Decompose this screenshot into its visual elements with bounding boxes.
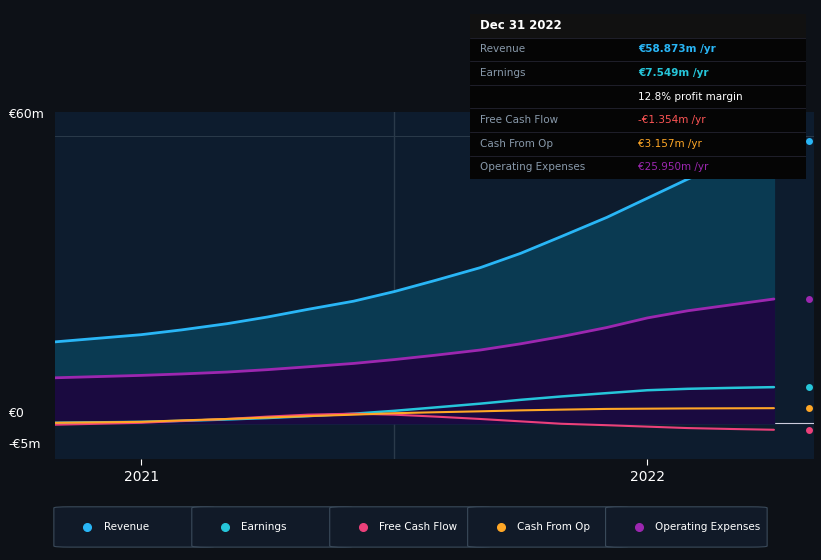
Text: Free Cash Flow: Free Cash Flow	[479, 115, 557, 125]
Bar	[470, 109, 806, 132]
Text: Operating Expenses: Operating Expenses	[655, 522, 760, 532]
Text: Cash From Op: Cash From Op	[517, 522, 590, 532]
Text: Operating Expenses: Operating Expenses	[479, 162, 585, 172]
Text: €25.950m /yr: €25.950m /yr	[638, 162, 709, 172]
FancyBboxPatch shape	[606, 507, 767, 547]
Bar	[470, 38, 806, 61]
Text: Cash From Op: Cash From Op	[479, 139, 553, 149]
Bar	[470, 61, 806, 85]
FancyBboxPatch shape	[192, 507, 353, 547]
Bar	[470, 132, 806, 156]
Text: Earnings: Earnings	[479, 68, 525, 78]
Text: €58.873m /yr: €58.873m /yr	[638, 44, 716, 54]
Text: €7.549m /yr: €7.549m /yr	[638, 68, 709, 78]
Text: €3.157m /yr: €3.157m /yr	[638, 139, 702, 149]
Bar	[470, 156, 806, 179]
Text: Revenue: Revenue	[479, 44, 525, 54]
FancyBboxPatch shape	[330, 507, 491, 547]
FancyBboxPatch shape	[468, 507, 629, 547]
Text: -€1.354m /yr: -€1.354m /yr	[638, 115, 705, 125]
FancyBboxPatch shape	[54, 507, 215, 547]
Text: Dec 31 2022: Dec 31 2022	[479, 19, 562, 32]
Text: €60m: €60m	[8, 108, 44, 122]
Bar	[470, 85, 806, 109]
Text: -€5m: -€5m	[8, 437, 41, 451]
Text: €0: €0	[8, 407, 24, 420]
Text: Free Cash Flow: Free Cash Flow	[379, 522, 457, 532]
Text: Earnings: Earnings	[241, 522, 287, 532]
Text: 12.8% profit margin: 12.8% profit margin	[638, 92, 742, 101]
Text: Revenue: Revenue	[103, 522, 149, 532]
Bar	[470, 14, 806, 38]
